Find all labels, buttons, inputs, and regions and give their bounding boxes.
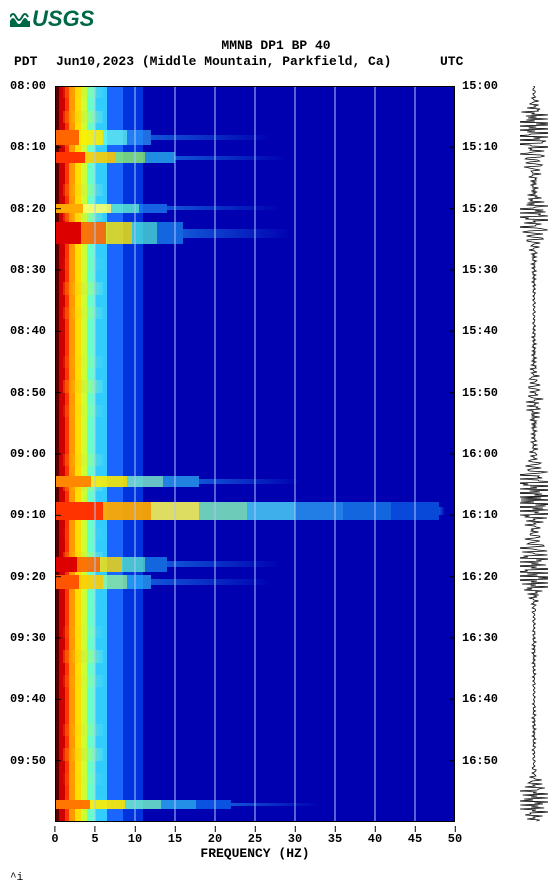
y-tick: 08:00 xyxy=(10,79,46,93)
y-tick: 09:40 xyxy=(10,692,46,706)
spectrogram-plot xyxy=(55,86,455,822)
y-tick: 16:30 xyxy=(462,631,498,645)
y-tick: 16:00 xyxy=(462,447,498,461)
x-tick: 5 xyxy=(91,826,98,846)
x-tick: 45 xyxy=(408,826,422,846)
seismic-trace xyxy=(520,86,548,822)
subtitle-left: PDT xyxy=(14,54,37,69)
y-tick: 08:30 xyxy=(10,263,46,277)
x-tick: 20 xyxy=(208,826,222,846)
y-tick: 08:20 xyxy=(10,202,46,216)
chart-title: MMNB DP1 BP 40 xyxy=(0,38,552,53)
x-tick: 25 xyxy=(248,826,262,846)
y-tick: 09:30 xyxy=(10,631,46,645)
y-tick: 15:00 xyxy=(462,79,498,93)
usgs-logo: USGS xyxy=(10,6,94,32)
y-tick: 09:00 xyxy=(10,447,46,461)
y-tick: 16:10 xyxy=(462,508,498,522)
tick-marks xyxy=(55,86,455,822)
y-tick: 15:10 xyxy=(462,140,498,154)
x-tick: 10 xyxy=(128,826,142,846)
y-tick: 16:20 xyxy=(462,570,498,584)
logo-text: USGS xyxy=(32,6,94,32)
y-tick: 15:20 xyxy=(462,202,498,216)
x-tick: 30 xyxy=(288,826,302,846)
subtitle-mid: Jun10,2023 (Middle Mountain, Parkfield, … xyxy=(56,54,391,69)
y-tick: 08:50 xyxy=(10,386,46,400)
y-axis-left: 08:0008:1008:2008:3008:4008:5009:0009:10… xyxy=(10,86,55,822)
y-tick: 16:40 xyxy=(462,692,498,706)
x-tick: 35 xyxy=(328,826,342,846)
y-tick: 09:20 xyxy=(10,570,46,584)
footer-symbol: ^i xyxy=(10,872,23,884)
y-tick: 15:30 xyxy=(462,263,498,277)
x-tick: 50 xyxy=(448,826,462,846)
subtitle-right: UTC xyxy=(440,54,463,69)
y-tick: 08:10 xyxy=(10,140,46,154)
y-tick: 08:40 xyxy=(10,324,46,338)
y-tick: 09:50 xyxy=(10,754,46,768)
x-axis-label: FREQUENCY (HZ) xyxy=(55,846,455,861)
x-tick: 15 xyxy=(168,826,182,846)
trace-svg xyxy=(520,86,548,822)
y-axis-right: 15:0015:1015:2015:3015:4015:5016:0016:10… xyxy=(462,86,507,822)
y-tick: 15:50 xyxy=(462,386,498,400)
y-tick: 15:40 xyxy=(462,324,498,338)
wave-icon xyxy=(10,11,30,27)
y-tick: 09:10 xyxy=(10,508,46,522)
x-axis: 05101520253035404550 xyxy=(55,826,455,846)
x-tick: 40 xyxy=(368,826,382,846)
x-tick: 0 xyxy=(51,826,58,846)
y-tick: 16:50 xyxy=(462,754,498,768)
